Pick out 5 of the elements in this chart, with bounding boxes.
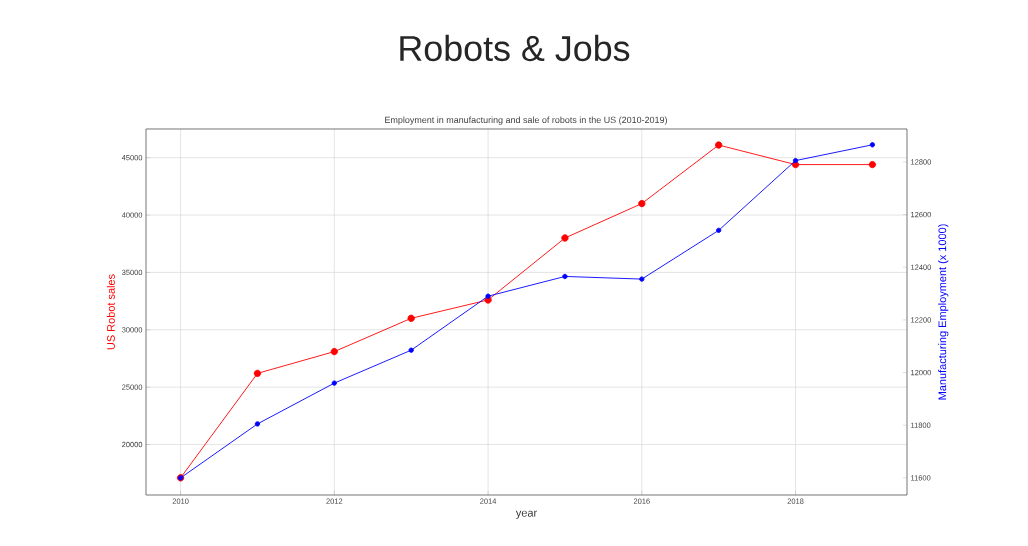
chart-title: Robots & Jobs (400, 34, 630, 62)
y-axis-title: US Robot sales (106, 274, 115, 350)
y2-axis-title: Manufacturing Employment (x 1000) (938, 224, 949, 400)
chart-subtitle: Employment in manufacturing and sale of robots in the US (2010-2019) (385, 116, 667, 125)
x-axis-title: year (515, 510, 537, 519)
